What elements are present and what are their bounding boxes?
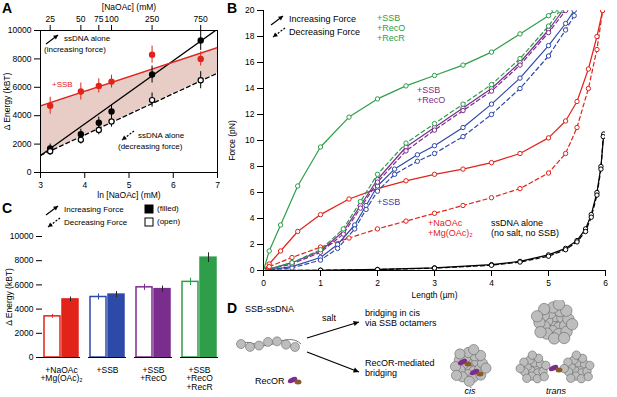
html-text:C: C — [2, 200, 13, 216]
svg-text:6: 6 — [250, 187, 255, 197]
svg-text:4000: 4000 — [13, 110, 32, 120]
svg-text:6000: 6000 — [15, 280, 34, 290]
svg-text:750: 750 — [194, 14, 208, 24]
svg-text:10: 10 — [245, 135, 255, 145]
svg-text:Δ Energy (kBT): Δ Energy (kBT) — [4, 268, 14, 326]
svg-text:100: 100 — [104, 14, 118, 24]
svg-text:5: 5 — [127, 180, 132, 190]
svg-text:7: 7 — [215, 180, 220, 190]
svg-text:4: 4 — [82, 180, 87, 190]
svg-text:Force (pN): Force (pN) — [227, 120, 237, 161]
svg-text:salt: salt — [322, 313, 337, 323]
svg-text:20: 20 — [245, 5, 255, 15]
html-text:ssDNA alone (no salt, no SSB): ssDNA alone (no salt, no SSB) — [491, 218, 559, 238]
svg-text:cis: cis — [465, 386, 476, 396]
svg-text:6000: 6000 — [13, 82, 32, 92]
svg-text:4000: 4000 — [15, 304, 34, 314]
svg-text:2: 2 — [250, 239, 255, 249]
html-text:Increasing Force: Increasing Force — [64, 205, 124, 215]
svg-text:RecOR: RecOR — [255, 376, 285, 386]
html-text:(filled): (filled) — [157, 204, 179, 214]
svg-text:18: 18 — [245, 31, 255, 41]
svg-text:3: 3 — [432, 278, 437, 288]
html-text:Increasing Force: Increasing Force — [289, 14, 356, 25]
html-text:+NaOAc +Mg(OAc)₂: +NaOAc +Mg(OAc)₂ — [428, 218, 473, 238]
svg-text:4: 4 — [489, 278, 494, 288]
html-text:+SSB +RecO: +SSB +RecO — [417, 85, 446, 105]
html-text:+SSB: +SSB — [377, 197, 401, 207]
svg-text:4: 4 — [250, 213, 255, 223]
svg-text:75: 75 — [94, 14, 104, 24]
svg-text:50: 50 — [76, 14, 86, 24]
html-text:Decreasing Force: Decreasing Force — [289, 27, 360, 38]
svg-text:+SSB+RecO+RecR: +SSB+RecO+RecR — [186, 365, 213, 392]
svg-text:12: 12 — [245, 109, 255, 119]
svg-text:0: 0 — [27, 167, 32, 177]
svg-text:2000: 2000 — [15, 328, 34, 338]
svg-text:16: 16 — [245, 57, 255, 67]
svg-text:trans: trans — [546, 386, 567, 396]
svg-text:6: 6 — [603, 278, 608, 288]
svg-text:SSB-ssDNA: SSB-ssDNA — [245, 304, 294, 314]
svg-text:1: 1 — [318, 278, 323, 288]
svg-text:+NaOAc+Mg(OAc)₂: +NaOAc+Mg(OAc)₂ — [40, 365, 82, 384]
svg-text:RecOR-mediatedbridging: RecOR-mediatedbridging — [365, 358, 435, 378]
svg-text:0: 0 — [29, 352, 34, 362]
svg-text:250: 250 — [145, 14, 159, 24]
svg-text:[NaOAc] (mM): [NaOAc] (mM) — [102, 2, 156, 12]
svg-text:3: 3 — [38, 180, 43, 190]
html-text:A: A — [2, 0, 13, 16]
html-text:+SSB +RecO +RecR: +SSB +RecO +RecR — [377, 13, 406, 43]
svg-text:5: 5 — [546, 278, 551, 288]
svg-text:25: 25 — [45, 14, 55, 24]
svg-text:14: 14 — [245, 83, 255, 93]
svg-text:2: 2 — [375, 278, 380, 288]
svg-text:10000: 10000 — [10, 231, 34, 241]
html-text:ssDNA alone (decreasing force): ssDNA alone (decreasing force) — [118, 131, 185, 151]
html-text:+SSB: +SSB — [52, 80, 73, 89]
svg-text:0: 0 — [250, 265, 255, 275]
svg-text:0: 0 — [261, 278, 266, 288]
svg-text:8000: 8000 — [15, 255, 34, 265]
svg-text:ln [NaOAc] (mM): ln [NaOAc] (mM) — [97, 190, 160, 200]
html-text:Decreasing Force: Decreasing Force — [64, 218, 128, 228]
svg-text:Δ Energy (kBT): Δ Energy (kBT) — [2, 73, 12, 131]
svg-text:8000: 8000 — [13, 54, 32, 64]
svg-text:6: 6 — [171, 180, 176, 190]
svg-text:2000: 2000 — [13, 139, 32, 149]
svg-text:+SSB: +SSB — [97, 365, 119, 375]
svg-text:8: 8 — [250, 161, 255, 171]
svg-text:10000: 10000 — [8, 25, 32, 35]
html-text:B: B — [227, 0, 238, 16]
html-text:ssDNA alone (increasing force): ssDNA alone (increasing force) — [44, 34, 111, 54]
html-text:D: D — [227, 300, 238, 316]
svg-text:bridging in cisvia SSB octamer: bridging in cisvia SSB octamers — [365, 308, 437, 328]
svg-text:+SSB+RecO: +SSB+RecO — [140, 365, 167, 384]
html-text:(open): (open) — [157, 217, 181, 227]
svg-text:Length (µm): Length (µm) — [412, 290, 458, 300]
